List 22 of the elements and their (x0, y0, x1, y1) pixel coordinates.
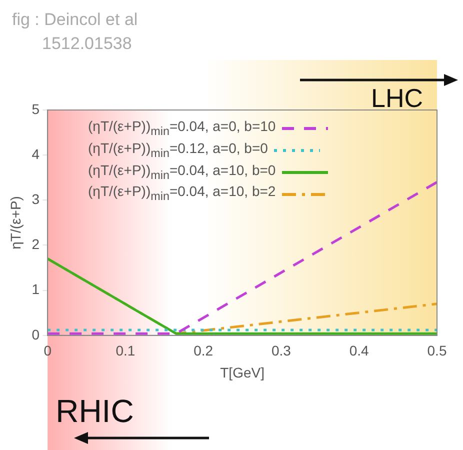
y-tick-label: 4 (32, 146, 40, 162)
x-tick-label: 0.1 (116, 342, 136, 359)
text: fig : Deincol et al (12, 9, 138, 31)
legend-label: (ηT/(ε+P))$_{min}$=0.04, a=10, b=0 (88, 162, 276, 184)
x-tick-label: 0 (44, 342, 52, 359)
x-tick-label: 0.3 (272, 342, 292, 359)
band-label: RHIC (56, 393, 134, 429)
x-tick-label: 0.5 (427, 342, 447, 359)
y-tick-label: 0 (32, 326, 40, 342)
x-axis-title: T[GeV] (220, 364, 264, 380)
text: 1512.01538 (41, 33, 133, 55)
y-tick-label: 1 (32, 281, 40, 298)
y-tick-label: 2 (32, 236, 40, 252)
legend-label: (ηT/(ε+P))$_{min}$=0.04, a=0, b=10 (88, 118, 276, 140)
y-axis-title: ηT/(ε+P) (7, 196, 24, 250)
x-tick-label: 0.4 (349, 342, 370, 359)
legend-label: (ηT/(ε+P))$_{min}$=0.04, a=10, b=2 (88, 183, 276, 206)
x-tick-label: 0.2 (194, 342, 214, 359)
band-label: LHC (370, 83, 423, 113)
legend-label: (ηT/(ε+P))$_{min}$=0.12, a=0, b=0 (88, 140, 268, 162)
y-tick-label: 3 (32, 191, 40, 208)
y-tick-label: 5 (32, 100, 40, 117)
